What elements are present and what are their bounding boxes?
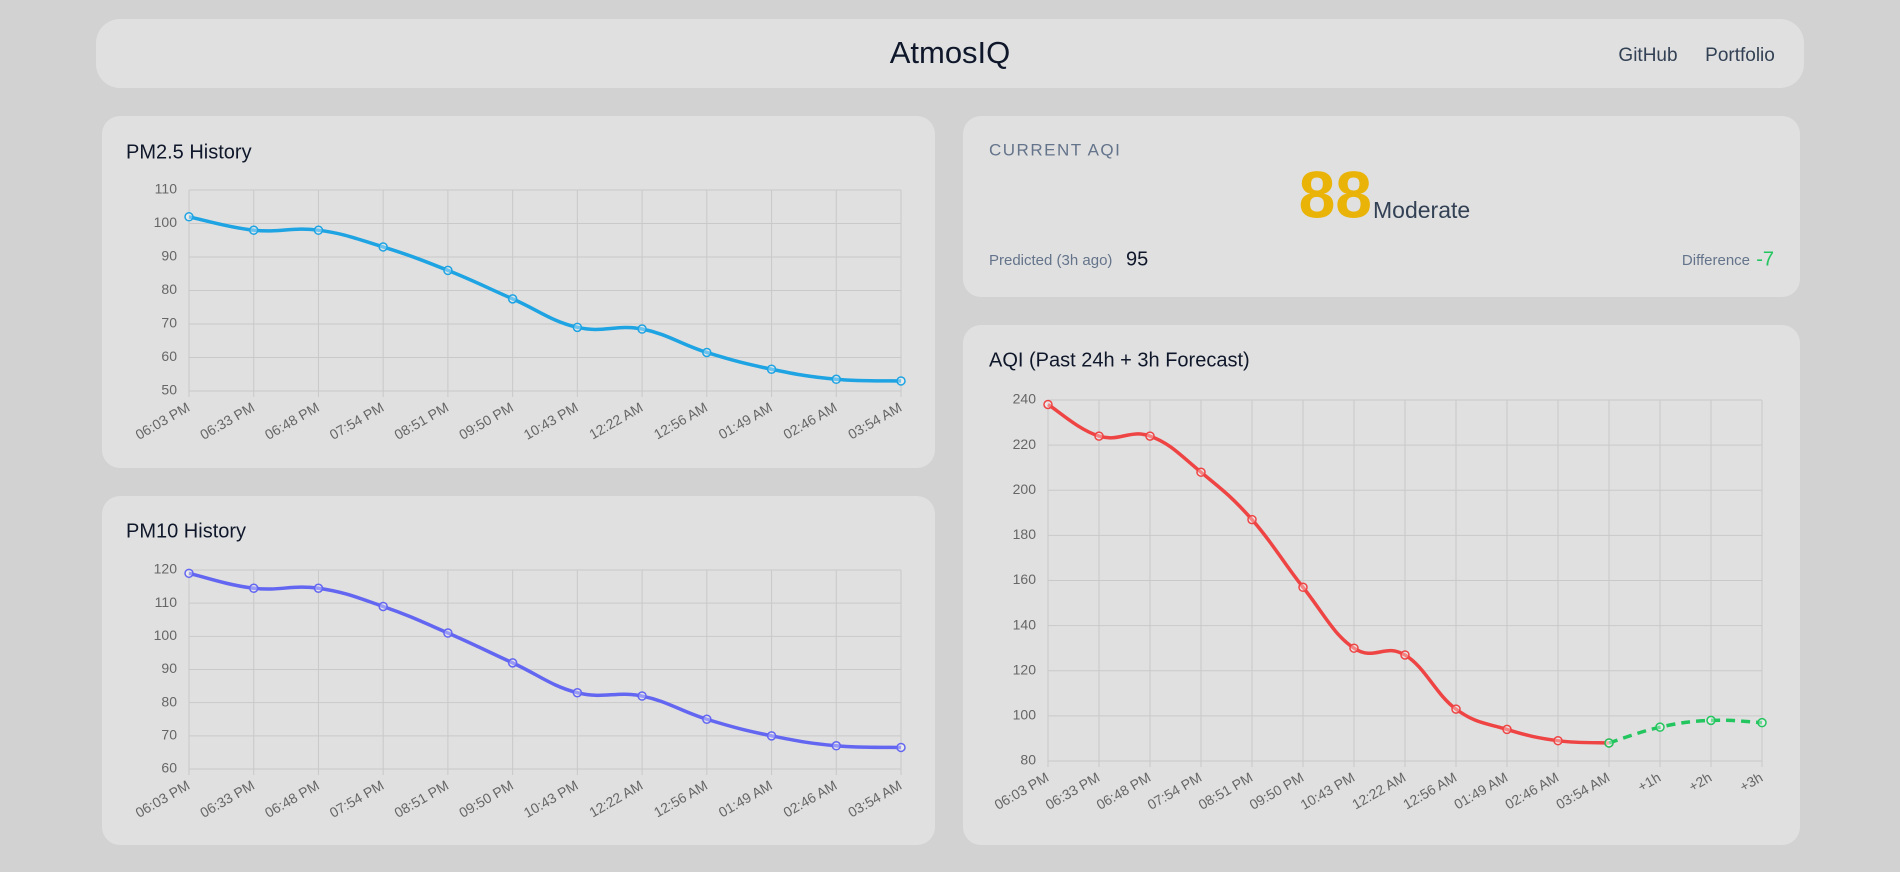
point — [702, 714, 712, 724]
line — [1608, 718, 1763, 745]
point — [313, 225, 324, 235]
chart-title: PM2.5 History — [126, 141, 252, 163]
difference-label: Difference — [1682, 252, 1750, 269]
point — [507, 294, 518, 304]
y-tick-label: 100 — [154, 627, 178, 643]
point — [378, 242, 388, 252]
point — [1400, 650, 1410, 660]
point — [378, 601, 388, 612]
y-tick-label: 50 — [161, 382, 177, 398]
y-tick-label: 90 — [161, 248, 177, 264]
point — [1604, 738, 1614, 748]
current-category: Moderate — [1373, 197, 1470, 223]
point — [572, 322, 583, 333]
y-tick-label: 110 — [155, 594, 178, 610]
y-tick-label: 120 — [154, 561, 178, 577]
point — [1706, 715, 1716, 726]
point — [702, 347, 712, 358]
y-tick-label: 60 — [161, 760, 177, 776]
point — [184, 212, 194, 222]
point — [507, 658, 518, 668]
point — [637, 324, 647, 334]
y-tick-label: 70 — [161, 315, 177, 331]
y-tick-label: 80 — [161, 693, 177, 709]
point — [1043, 399, 1053, 410]
point — [572, 687, 583, 698]
point — [248, 583, 259, 593]
predicted-label: Predicted (3h ago) — [989, 252, 1112, 269]
point — [313, 583, 324, 593]
point — [1298, 582, 1308, 593]
line — [188, 571, 902, 750]
point — [1553, 735, 1563, 746]
card — [963, 116, 1800, 297]
y-tick-label: 220 — [1013, 436, 1037, 452]
line — [1047, 403, 1610, 745]
card — [102, 116, 935, 468]
point — [1655, 722, 1665, 732]
point — [831, 374, 842, 385]
y-tick-label: 240 — [1013, 391, 1037, 407]
y-tick-label: 70 — [161, 727, 177, 743]
y-tick-label: 140 — [1013, 616, 1037, 632]
current-label: CURRENT AQI — [989, 140, 1121, 159]
card — [102, 496, 935, 845]
header — [96, 19, 1804, 88]
point — [766, 731, 777, 741]
point — [896, 376, 906, 386]
y-tick-label: 200 — [1013, 481, 1037, 497]
chart-title: PM10 History — [126, 520, 246, 542]
y-tick-label: 110 — [155, 181, 178, 197]
y-tick-label: 100 — [154, 214, 178, 230]
point — [831, 741, 842, 751]
line — [188, 215, 902, 383]
y-tick-label: 120 — [1013, 661, 1037, 677]
y-tick-label: 160 — [1013, 571, 1037, 587]
point — [1349, 643, 1359, 653]
point — [1502, 724, 1512, 735]
point — [1451, 704, 1461, 714]
point — [248, 225, 259, 235]
y-tick-label: 100 — [1013, 707, 1037, 723]
point — [766, 364, 777, 374]
y-tick-label: 180 — [1013, 526, 1037, 542]
point — [1094, 431, 1104, 441]
point — [896, 742, 906, 753]
point — [1247, 514, 1257, 525]
current-value: 88 — [1299, 157, 1372, 231]
app-title: AtmosIQ — [890, 35, 1011, 70]
point — [1145, 431, 1155, 441]
point — [443, 265, 453, 276]
y-tick-label: 60 — [161, 348, 177, 364]
nav-link[interactable]: Portfolio — [1705, 45, 1775, 66]
y-tick-label: 90 — [161, 660, 177, 676]
y-tick-label: 80 — [1020, 752, 1036, 768]
point — [1196, 467, 1206, 477]
nav-link[interactable]: GitHub — [1618, 45, 1677, 66]
difference-value: -7 — [1756, 248, 1774, 270]
chart-title: AQI (Past 24h + 3h Forecast) — [989, 349, 1250, 371]
y-tick-label: 80 — [161, 281, 177, 297]
predicted-value: 95 — [1126, 248, 1148, 270]
card — [963, 325, 1800, 845]
point — [637, 691, 647, 701]
point — [443, 628, 453, 638]
point — [184, 568, 194, 579]
point — [1757, 717, 1767, 728]
